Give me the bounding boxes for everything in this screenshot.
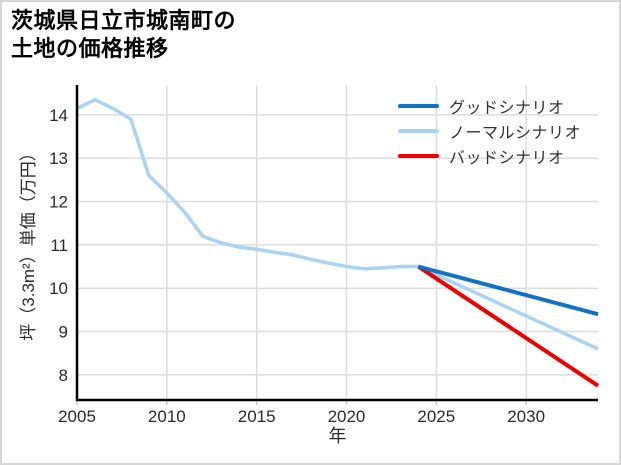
y-tick-label: 8: [59, 366, 68, 385]
x-tick-label: 2020: [328, 407, 366, 426]
series-line: [417, 264, 599, 317]
x-tick-label: 2015: [238, 407, 276, 426]
chart-title-line1: 茨城県日立市城南町の: [11, 8, 237, 33]
legend-swatch-normal-icon: [398, 128, 439, 133]
series-line: [417, 264, 600, 388]
legend-item-normal: ノーマルシナリオ: [398, 118, 581, 143]
y-tick-label: 9: [59, 323, 68, 342]
x-tick-label: 2025: [417, 407, 455, 426]
chart-title: 茨城県日立市城南町の 土地の価格推移: [11, 7, 236, 63]
x-tick-label: 2005: [58, 407, 96, 426]
legend: グッドシナリオ ノーマルシナリオ バッドシナリオ: [398, 93, 581, 168]
y-tick-label: 11: [50, 236, 68, 255]
y-tick-label: 10: [49, 279, 68, 298]
chart-title-line2: 土地の価格推移: [11, 36, 169, 61]
y-tick-label: 14: [49, 106, 68, 125]
legend-label-normal: ノーマルシナリオ: [449, 124, 582, 142]
legend-label-bad: バッドシナリオ: [449, 149, 565, 167]
series-line: [76, 97, 599, 351]
y-tick-label: 12: [49, 193, 68, 212]
legend-label-good: グッドシナリオ: [449, 99, 565, 117]
x-axis-label: 年: [329, 426, 347, 446]
legend-swatch-good-icon: [398, 103, 439, 108]
x-tick-label: 2030: [507, 407, 545, 426]
legend-item-bad: バッドシナリオ: [398, 143, 581, 168]
x-tick-label: 2010: [148, 407, 186, 426]
legend-item-good: グッドシナリオ: [398, 93, 581, 118]
legend-swatch-bad-icon: [398, 153, 439, 158]
y-axis-label: 坪（3.3m²）単価（万円）: [19, 144, 38, 340]
y-tick-label: 13: [49, 149, 68, 168]
